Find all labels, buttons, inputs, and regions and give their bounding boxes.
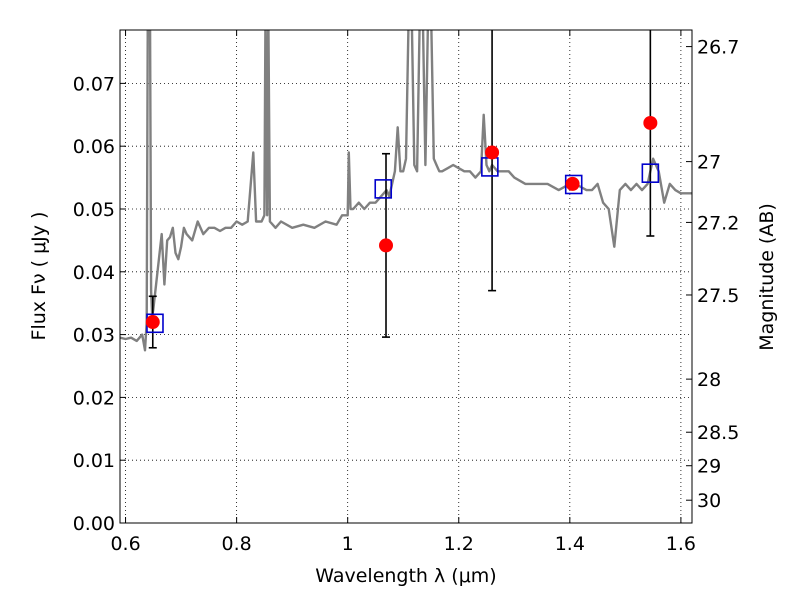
x-tick-label: 1.4 xyxy=(555,533,585,555)
observed-point xyxy=(565,176,580,191)
y-axis-title: Flux Fν ( μJy ) xyxy=(28,212,50,341)
mag-tick-label: 27 xyxy=(697,152,721,174)
plot-frame xyxy=(119,29,693,524)
mag-tick-label: 27.2 xyxy=(697,212,739,234)
model-point xyxy=(374,179,393,199)
x-tick-label: 0.8 xyxy=(222,533,252,555)
model-point xyxy=(641,163,660,183)
mag-tick-label: 26.7 xyxy=(697,37,739,59)
y-tick-label: 0.03 xyxy=(73,325,115,347)
mag-tick-label: 30 xyxy=(697,490,721,512)
x-axis-title: Wavelength λ (μm) xyxy=(315,565,496,587)
x-tick-label: 1.6 xyxy=(666,533,696,555)
x-tick-label: 1.2 xyxy=(444,533,474,555)
y-tick-label: 0.01 xyxy=(73,450,115,472)
x-tick-label: 0.6 xyxy=(110,533,140,555)
mag-tick-label: 28.5 xyxy=(697,422,739,444)
mag-tick-label: 27.5 xyxy=(697,285,739,307)
ticks: 0.6 0.8 1 1.2 1.4 1.6 0.00 0.01 0.02 0.03 0.04 0.05… xyxy=(73,30,739,555)
mag-tick-label: 28 xyxy=(697,369,721,391)
y-tick-label: 0.07 xyxy=(73,73,115,95)
observed-markers xyxy=(145,115,658,330)
right-axis-title: Magnitude (AB) xyxy=(756,203,778,351)
y-tick-label: 0.05 xyxy=(73,199,115,221)
mag-tick-label: 29 xyxy=(697,456,721,478)
observed-point xyxy=(485,145,500,160)
observed-point xyxy=(643,115,658,130)
y-tick-label: 0.00 xyxy=(73,513,115,535)
y-tick-label: 0.06 xyxy=(73,136,115,158)
x-tick-label: 1 xyxy=(342,533,354,555)
observed-point xyxy=(145,315,160,330)
y-tick-label: 0.04 xyxy=(73,262,115,284)
observed-point xyxy=(379,238,394,253)
y-tick-label: 0.02 xyxy=(73,387,115,409)
